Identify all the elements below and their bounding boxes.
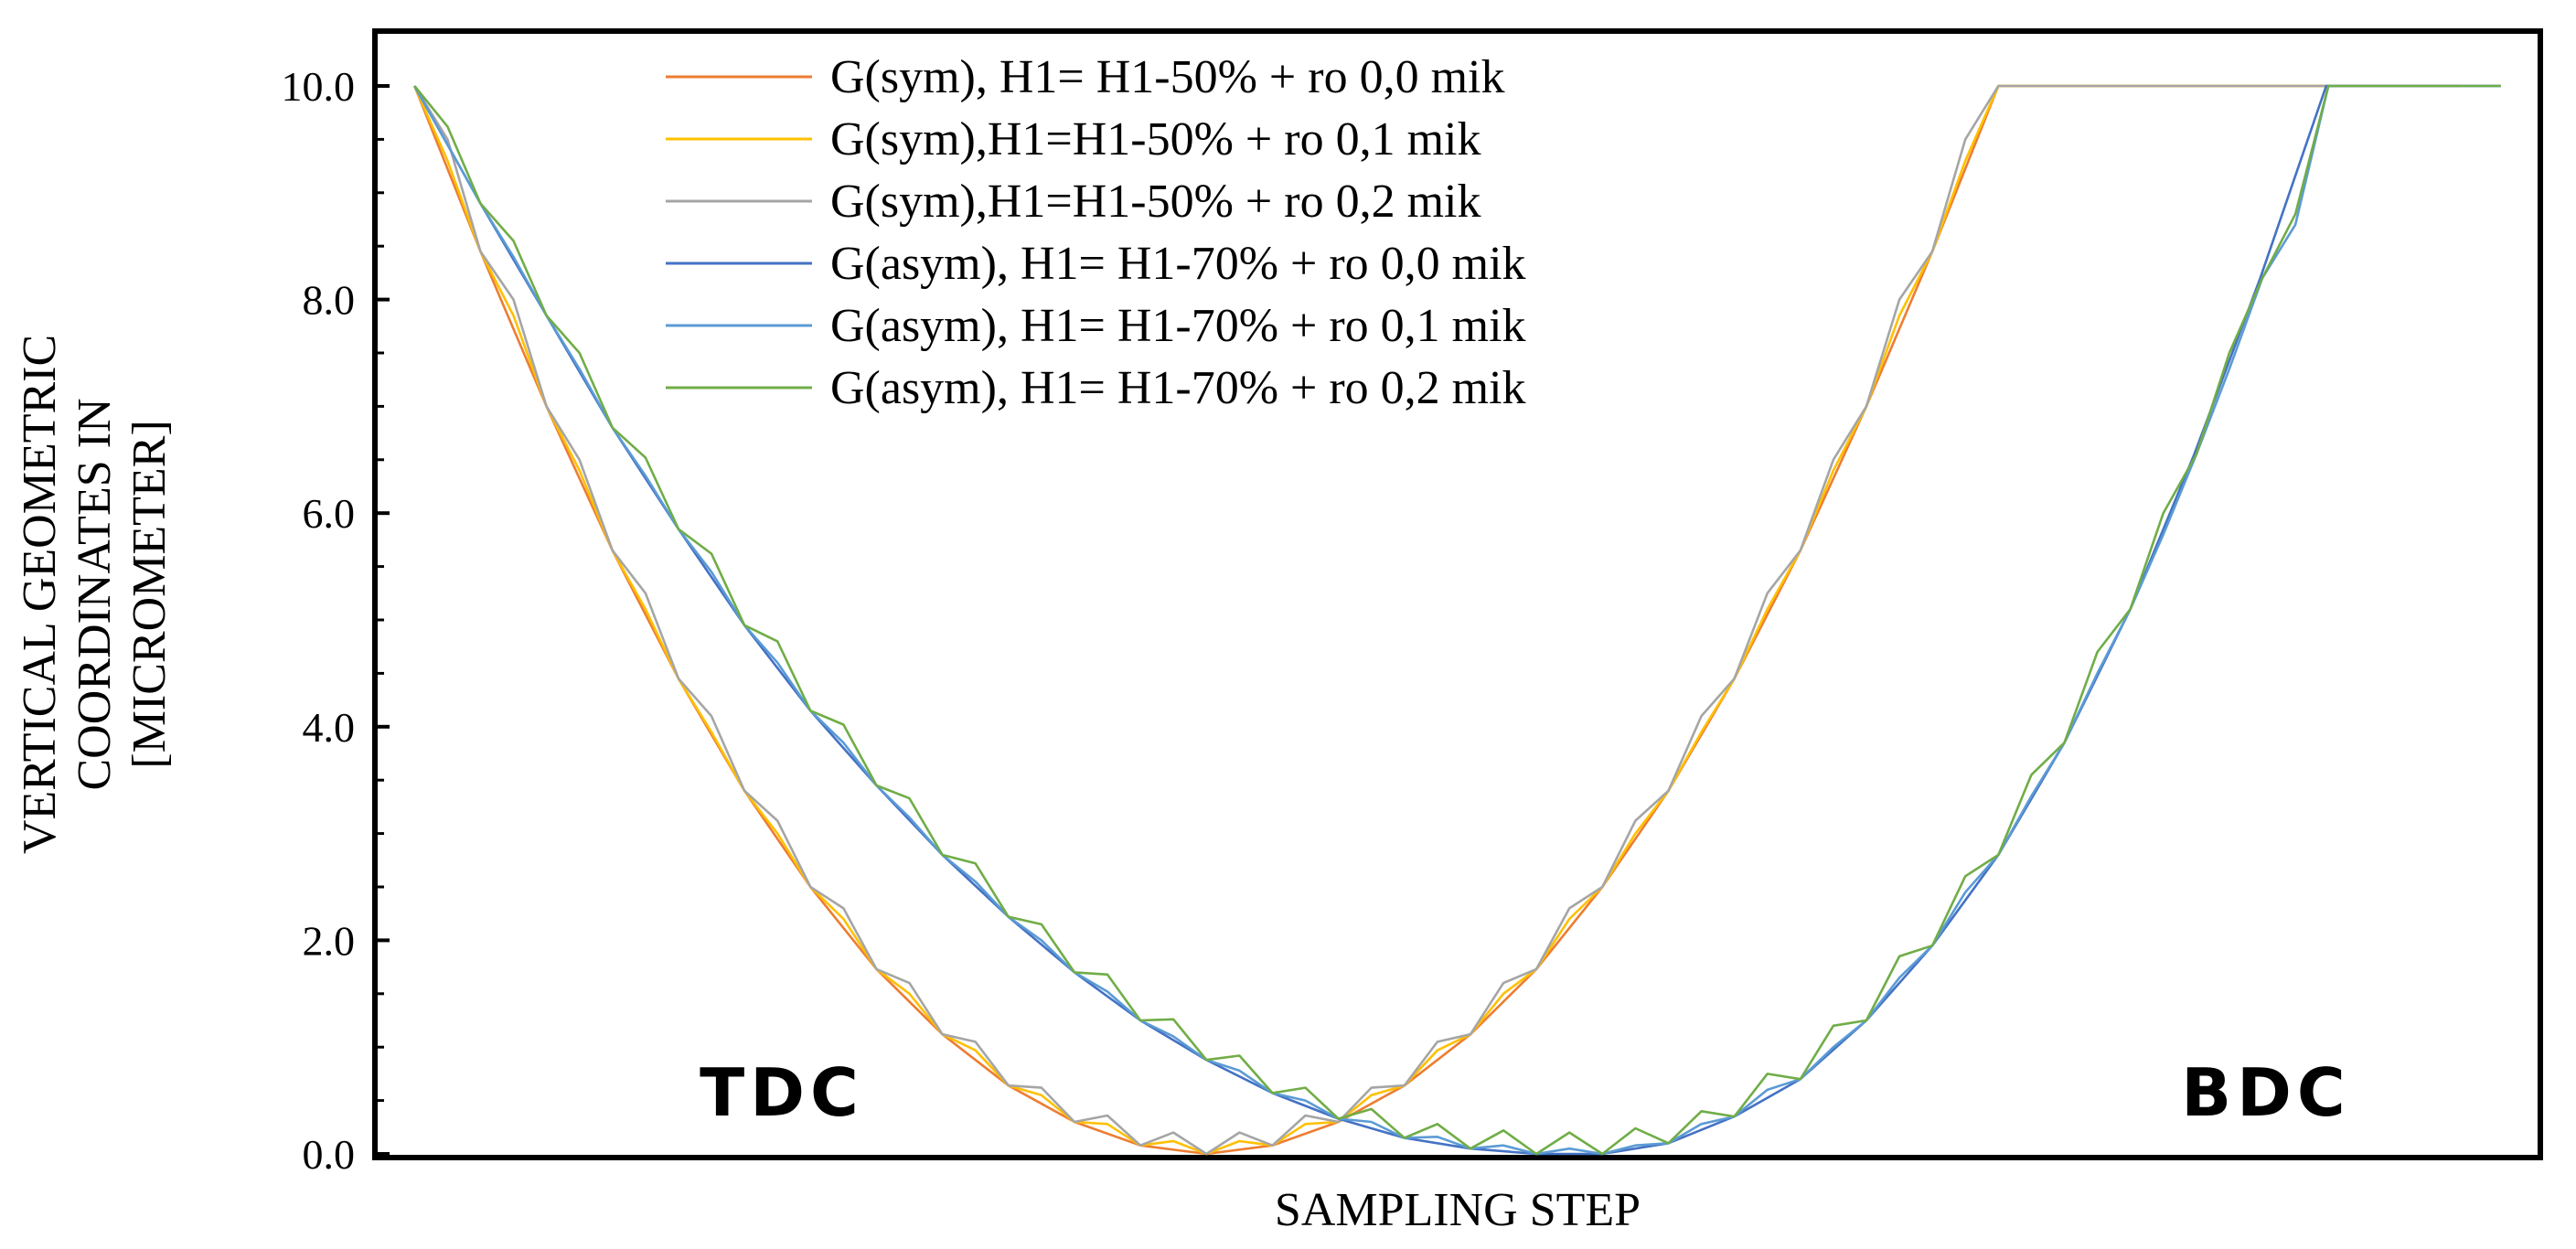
legend-entry-5: G(asym), H1= H1-70% + ro 0,1 mik [830, 300, 1526, 352]
y-axis-title: VERTICAL GEOMETRIC COORDINATES IN [MICRO… [14, 335, 176, 854]
y-tick-label: 6.0 [303, 490, 356, 537]
y-tick-label: 8.0 [303, 277, 356, 324]
legend-entry-3: G(sym),H1=H1-50% + ro 0,2 mik [830, 176, 1480, 228]
series-line-5 [413, 84, 2501, 1156]
legend-entry-4: G(asym), H1= H1-70% + ro 0,0 mik [830, 238, 1526, 290]
y-axis-title-line-2: COORDINATES IN [69, 399, 121, 791]
y-axis-title-line-3: [MICROMETER] [123, 420, 176, 768]
annotation-tdc: TDC [700, 1054, 864, 1131]
y-tick-label: 10.0 [282, 63, 356, 110]
y-tick-label: 0.0 [303, 1131, 356, 1178]
series-line-3 [413, 84, 2459, 1156]
legend: G(sym), H1= H1-50% + ro 0,0 mik G(sym),H1… [666, 51, 1526, 414]
annotation-bdc: BDC [2181, 1054, 2350, 1131]
legend-entry-2: G(sym),H1=H1-50% + ro 0,1 mik [830, 113, 1480, 165]
series-line-6 [413, 84, 2501, 1156]
y-tick-label: 2.0 [303, 917, 356, 964]
x-axis-title: SAMPLING STEP [1275, 1184, 1641, 1236]
y-tick-label: 4.0 [303, 704, 356, 751]
series-line-2 [413, 84, 2459, 1156]
plot-area [372, 28, 2543, 1160]
legend-entry-1: G(sym), H1= H1-50% + ro 0,0 mik [830, 51, 1504, 103]
y-axis-title-line-1: VERTICAL GEOMETRIC [14, 335, 66, 854]
series-lines [413, 84, 2501, 1156]
legend-entry-6: G(asym), H1= H1-70% + ro 0,2 mik [830, 362, 1526, 414]
y-axis: 0.0 2.0 4.0 6.0 8.0 10.0 [282, 63, 390, 1178]
